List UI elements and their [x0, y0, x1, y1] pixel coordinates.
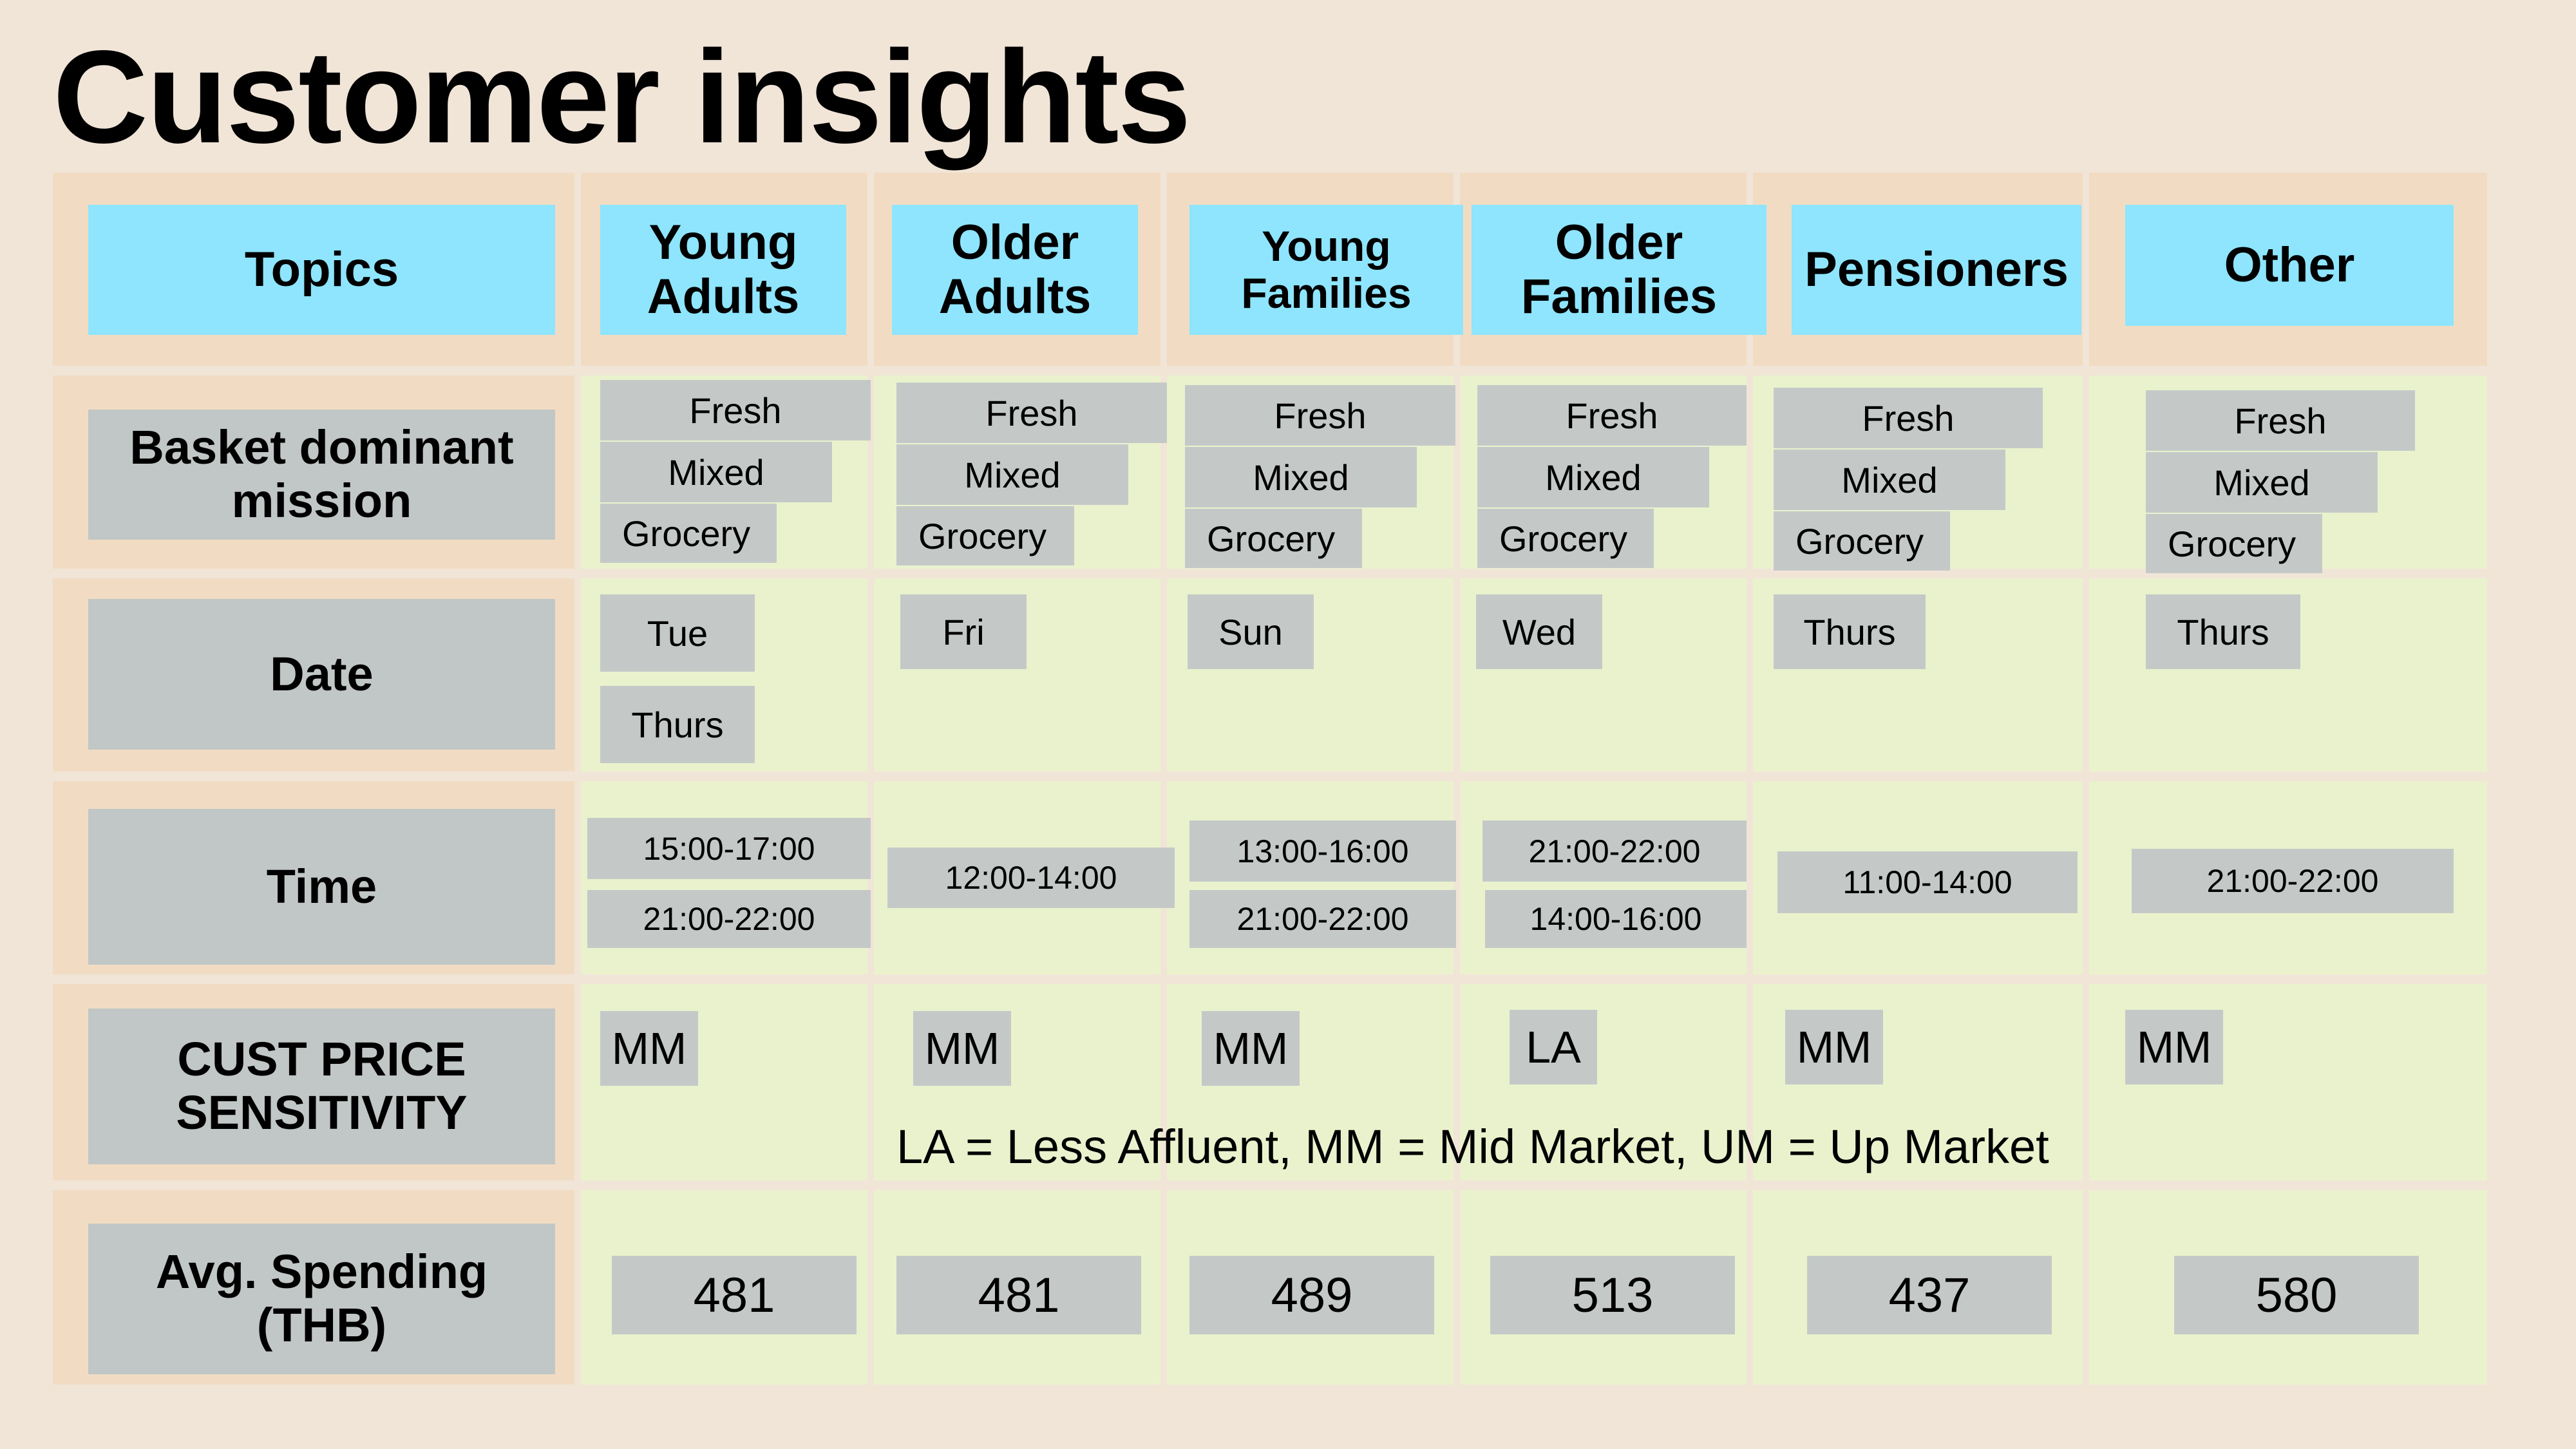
time-chip: 21:00-22:00: [1189, 890, 1456, 948]
time-chip: 21:00-22:00: [1482, 820, 1747, 882]
spending-chip: 481: [612, 1256, 857, 1334]
row-label-basket-mission: Basket dominant mission: [88, 410, 555, 540]
row-label-time: Time: [88, 809, 555, 965]
header-topics: Topics: [88, 205, 555, 335]
date-chip: Sun: [1188, 594, 1314, 669]
body-cell: [1460, 984, 1747, 1180]
price-chip: MM: [913, 1011, 1011, 1086]
time-chip: 13:00-16:00: [1189, 820, 1456, 882]
segment-line1: Older: [1555, 215, 1683, 270]
time-chip: 21:00-22:00: [2132, 849, 2454, 913]
price-chip: MM: [2125, 1010, 2223, 1084]
basket-chip-grocery: Grocery: [1774, 511, 1950, 571]
date-chip: Thurs: [1774, 594, 1926, 669]
segment-line2: Adults: [938, 269, 1092, 324]
header-segment-pensioners: Pensioners: [1792, 205, 2081, 335]
price-chip: MM: [600, 1011, 698, 1086]
spending-chip: 580: [2174, 1256, 2419, 1334]
header-segment-young-families: Young Families: [1189, 205, 1463, 335]
basket-chip-mixed: Mixed: [1477, 447, 1709, 507]
price-chip: MM: [1785, 1010, 1883, 1084]
header-segment-older-adults: Older Adults: [892, 205, 1138, 335]
date-chip: Thurs: [2146, 594, 2300, 669]
row-label-line2: SENSITIVITY: [176, 1086, 468, 1139]
segment-line2: Families: [1520, 269, 1718, 324]
row-label-line1: Basket dominant: [129, 421, 514, 475]
basket-chip-mixed: Mixed: [896, 444, 1128, 505]
segment-line2: Adults: [647, 269, 800, 324]
row-label-line1: Avg. Spending: [155, 1245, 488, 1299]
segment-line2: Families: [1241, 269, 1412, 317]
segment-line1: Older: [951, 215, 1079, 270]
row-label-price-sensitivity: CUST PRICE SENSITIVITY: [88, 1009, 555, 1164]
date-chip: Thurs: [600, 686, 755, 763]
header-segment-older-families: Older Families: [1472, 205, 1766, 335]
spending-chip: 481: [896, 1256, 1141, 1334]
date-chip: Tue: [600, 594, 755, 672]
date-chip: Wed: [1476, 594, 1602, 669]
basket-chip-mixed: Mixed: [600, 442, 832, 502]
basket-chip-fresh: Fresh: [600, 380, 871, 440]
basket-chip-fresh: Fresh: [1477, 385, 1747, 446]
basket-chip-fresh: Fresh: [1185, 385, 1455, 446]
segment-line1: Young: [649, 215, 798, 270]
row-label-line1: CUST PRICE: [177, 1032, 466, 1086]
time-chip: 14:00-16:00: [1485, 890, 1747, 948]
price-chip: LA: [1510, 1010, 1597, 1084]
row-label-line2: (THB): [256, 1298, 387, 1352]
time-chip: 15:00-17:00: [587, 818, 871, 879]
basket-chip-grocery: Grocery: [896, 506, 1074, 565]
time-chip: 12:00-14:00: [887, 848, 1175, 908]
basket-chip-grocery: Grocery: [1477, 509, 1654, 568]
page-title: Customer insights: [53, 23, 1191, 171]
time-chip: 11:00-14:00: [1777, 851, 2078, 913]
header-segment-young-adults: Young Adults: [600, 205, 846, 335]
header-segment-other: Other: [2125, 205, 2454, 326]
price-chip: MM: [1202, 1011, 1300, 1086]
spending-chip: 437: [1807, 1256, 2052, 1334]
row-label-avg-spending: Avg. Spending (THB): [88, 1224, 555, 1374]
spending-chip: 489: [1189, 1256, 1434, 1334]
basket-chip-grocery: Grocery: [2146, 514, 2322, 573]
basket-chip-fresh: Fresh: [1774, 388, 2043, 448]
basket-chip-mixed: Mixed: [1774, 450, 2005, 510]
basket-chip-fresh: Fresh: [2146, 390, 2415, 451]
basket-chip-mixed: Mixed: [1185, 447, 1417, 507]
basket-chip-mixed: Mixed: [2146, 452, 2378, 513]
basket-chip-grocery: Grocery: [1185, 509, 1362, 568]
basket-chip-grocery: Grocery: [600, 504, 777, 563]
price-legend: LA = Less Affluent, MM = Mid Market, UM …: [896, 1120, 2049, 1173]
spending-chip: 513: [1490, 1256, 1735, 1334]
row-label-line2: mission: [231, 474, 412, 527]
insights-table: Topics Young Adults Older Adults Young Fami…: [53, 173, 2487, 1385]
basket-chip-fresh: Fresh: [896, 383, 1167, 443]
segment-line1: Young: [1262, 222, 1391, 270]
row-label-date: Date: [88, 599, 555, 750]
time-chip: 21:00-22:00: [587, 890, 871, 948]
date-chip: Fri: [900, 594, 1027, 669]
